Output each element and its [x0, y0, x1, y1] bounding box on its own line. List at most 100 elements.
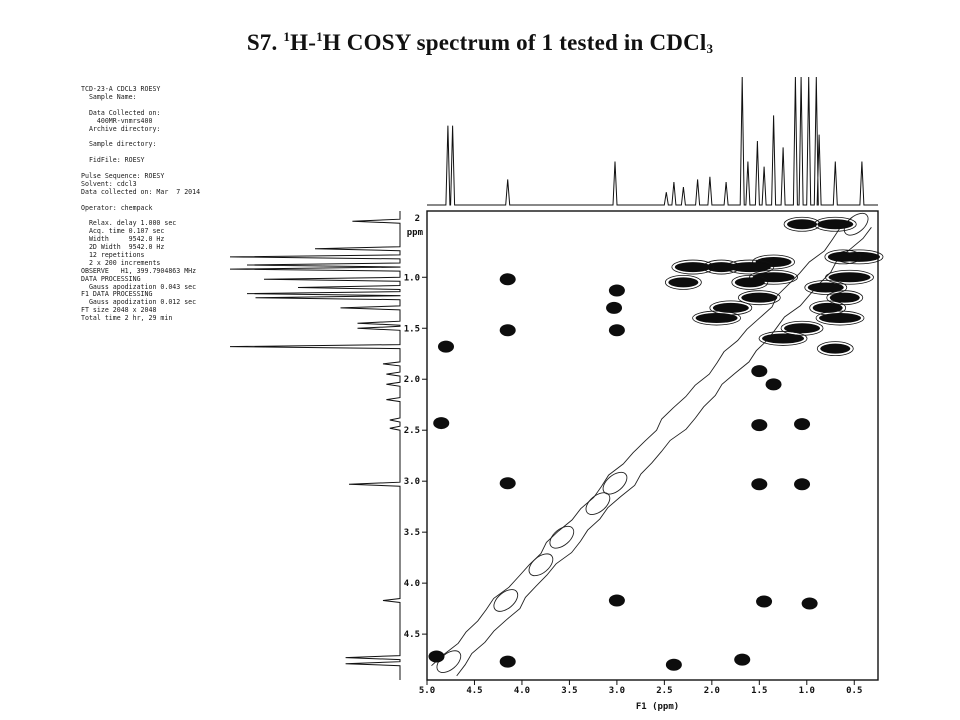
parameter-line: FT size 2048 x 2048 [81, 306, 157, 315]
diagonal-peak [528, 553, 554, 577]
parameter-line: FidFile: ROESY [81, 156, 145, 165]
cross-peak-contour [692, 310, 741, 326]
parameter-line: TCD-23-A CDCL3 ROESY [81, 85, 161, 93]
cross-peak [608, 284, 625, 297]
y-axis-label: ppm [407, 228, 424, 238]
cross-peak [752, 272, 795, 283]
x-axis-label: F1 (ppm) [636, 702, 679, 712]
cross-peak [499, 273, 516, 286]
cross-peak-contour [825, 269, 874, 285]
x-tick-label: 3.0 [609, 686, 625, 696]
f2-projection-trace [229, 211, 401, 680]
x-tick-label: 2.0 [704, 686, 720, 696]
cross-peak-contour [737, 290, 781, 306]
cross-peak [751, 365, 768, 378]
diagonal-peak [585, 492, 611, 515]
cross-peak [606, 301, 623, 314]
cross-peak-contour [815, 310, 865, 326]
title-part-2: H COSY spectrum of 1 tested in CDCl [322, 30, 707, 56]
parameter-line: DATA PROCESSING [81, 274, 141, 283]
parameter-line: Pulse Sequence: ROESY [81, 171, 165, 180]
cross-peak [820, 343, 851, 354]
cross-peak [817, 219, 854, 230]
cross-peak-contour [664, 274, 702, 290]
y-tick-label: 3.5 [404, 528, 420, 538]
cross-peak-contour [731, 274, 769, 290]
cross-peak [668, 277, 699, 288]
cross-peak [762, 333, 805, 344]
cross-peak [787, 219, 818, 230]
title-sup-2: 1 [316, 29, 323, 45]
parameter-line: Total time 2 hr, 29 min [81, 314, 173, 323]
cross-peak [608, 324, 625, 337]
diagonal-band [431, 216, 872, 677]
y-top-label: 2 [415, 214, 420, 224]
cross-peak [794, 418, 811, 431]
cross-peak-contour [813, 216, 857, 232]
cross-peak-contour [752, 254, 795, 270]
parameter-line: 2 x 200 increments [81, 258, 161, 267]
diagonal-peak [602, 471, 628, 495]
cross-peak [499, 655, 516, 668]
x-tick-label: 4.0 [514, 686, 530, 696]
parameter-line: OBSERVE H1, 399.7904863 MHz [81, 266, 197, 275]
diagonal-peak [549, 525, 575, 549]
cross-peak [499, 324, 516, 337]
parameter-line: Data collected on: Mar 7 2014 [81, 187, 201, 196]
cross-peak [751, 478, 768, 491]
y-tick-label: 1.5 [404, 324, 420, 334]
cross-peak [819, 313, 862, 324]
parameter-line: Solvent: cdcl3 [81, 179, 137, 188]
cross-peak [665, 658, 682, 671]
parameter-line: Gauss apodization 0.012 sec [81, 298, 197, 307]
y-tick-label: 2.0 [404, 375, 420, 385]
cross-peak [712, 302, 749, 313]
parameter-line: 2D Width 9542.0 Hz [81, 243, 165, 252]
parameter-line: Gauss apodization 0.043 sec [81, 282, 197, 291]
cross-peak [801, 597, 818, 610]
cross-peak [812, 302, 843, 313]
parameter-line: 400MR-vnmrs400 [81, 116, 153, 125]
parameter-line: Width 9542.0 Hz [81, 235, 165, 244]
plot-frame [426, 210, 879, 681]
cross-peak [765, 378, 782, 391]
cross-peak [756, 595, 773, 608]
cross-peak-contour [804, 280, 848, 295]
cross-peak [428, 650, 445, 663]
cross-peak [437, 340, 454, 353]
cross-peak-contour [824, 249, 862, 265]
cross-peak [784, 323, 821, 334]
parameter-line: F1 DATA PROCESSING [81, 290, 153, 299]
title-sub: 3 [706, 41, 714, 57]
cross-peak-contour [826, 290, 864, 306]
cross-peak [829, 292, 860, 303]
diagonal-peak [843, 212, 869, 236]
cross-peak [751, 419, 768, 432]
cross-peak [734, 277, 765, 288]
parameter-line: Operator: chempack [81, 203, 153, 212]
parameter-line: Archive directory: [81, 124, 161, 133]
title-prefix: S7. [246, 30, 284, 56]
cross-peak-contour [816, 341, 854, 357]
cross-peak [794, 478, 811, 491]
acquisition-parameters: TCD-23-A CDCL3 ROESY Sample Name: Data C… [81, 85, 281, 323]
x-tick-label: 5.0 [419, 686, 435, 696]
y-tick-label: 2.5 [404, 426, 420, 436]
cross-peak [741, 292, 778, 303]
cross-peak-contour [780, 320, 824, 336]
x-tick-label: 0.5 [846, 686, 862, 696]
x-tick-label: 2.5 [656, 686, 672, 696]
title-part-1: H- [290, 30, 317, 56]
y-tick-label: 1.0 [404, 273, 420, 283]
cross-peak [728, 262, 771, 273]
cross-peak-contour [671, 259, 715, 275]
parameter-line: Sample directory: [81, 140, 157, 149]
diagonal-peak [493, 589, 519, 612]
parameter-line: Relax. delay 1.000 sec [81, 219, 177, 228]
cross-peak [608, 594, 625, 607]
parameter-line: 12 repetitions [81, 250, 145, 259]
cross-peak [674, 262, 711, 273]
parameter-line: Acq. time 0.107 sec [81, 227, 165, 236]
y-tick-label: 4.5 [404, 630, 420, 640]
